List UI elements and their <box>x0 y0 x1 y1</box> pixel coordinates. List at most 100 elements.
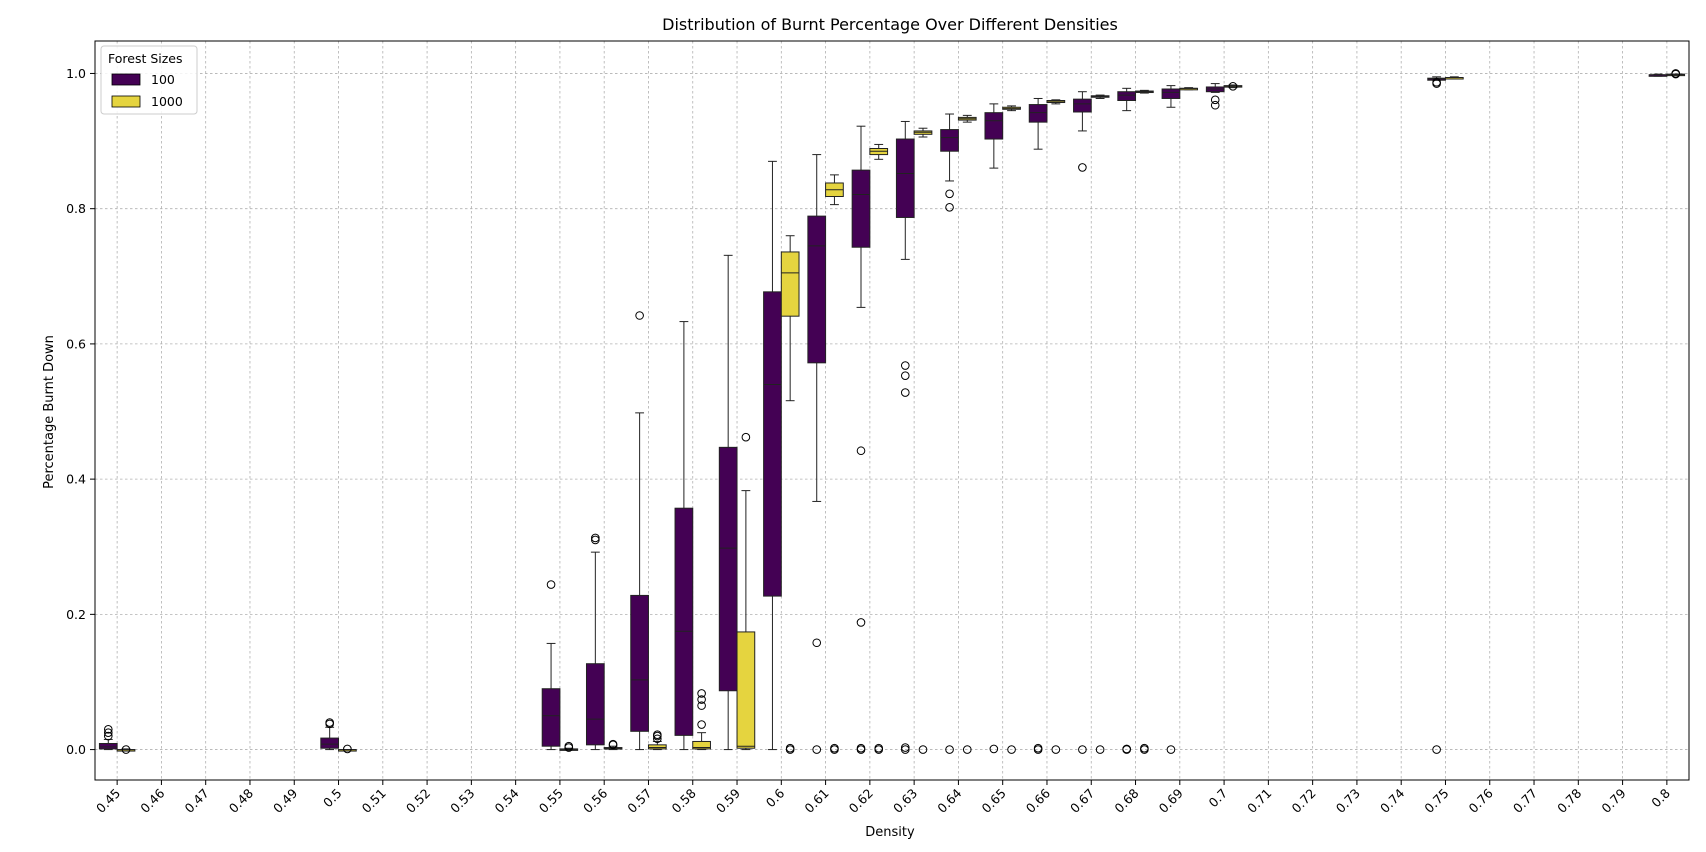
box-body <box>984 112 1004 140</box>
x-axis-label: Density <box>865 825 915 840</box>
box-body <box>98 742 118 750</box>
outlier-point <box>812 638 822 648</box>
box-100-0.66 <box>1028 97 1048 754</box>
box-1000-0.55 <box>559 741 579 752</box>
box-body <box>541 688 561 747</box>
box-1000-0.63 <box>913 127 933 754</box>
outlier-point <box>900 388 910 397</box>
box-body <box>1117 91 1137 101</box>
outlier-point <box>856 618 866 627</box>
outlier-point <box>697 720 706 729</box>
box-1000-0.45 <box>116 745 136 754</box>
box-100-0.56 <box>585 533 605 751</box>
y-tick-label: 0.2 <box>66 607 86 622</box>
box-1000-0.5 <box>338 744 357 754</box>
box-1000-0.75 <box>1444 76 1464 80</box>
box-100-0.63 <box>895 120 915 754</box>
box-1000-0.58 <box>692 689 711 751</box>
y-tick-label: 1.0 <box>66 66 86 81</box>
box-body <box>1161 88 1181 99</box>
box-100-0.8 <box>1648 73 1668 77</box>
outlier-point <box>103 731 113 741</box>
outlier-point <box>856 743 866 753</box>
x-axis-ticks: 0.45 0.46 0.47 0.48 0.49 0.5 0.51 0.52 0.53 0.54 0… <box>93 780 1673 816</box>
box-series <box>98 69 1686 754</box>
box-body <box>807 215 827 364</box>
chart-title: Distribution of Burnt Percentage Over Di… <box>662 15 1118 34</box>
outlier-point <box>874 743 884 753</box>
box-100-0.75 <box>1427 76 1446 754</box>
outlier-point <box>325 718 334 727</box>
outlier-point <box>900 371 910 380</box>
box-body <box>647 744 667 750</box>
box-1000-0.61 <box>825 174 844 754</box>
box-100-0.45 <box>98 724 118 751</box>
box-100-0.5 <box>320 718 340 751</box>
box-100-0.61 <box>807 154 827 754</box>
box-body <box>320 737 340 749</box>
y-tick-label: 0.6 <box>66 336 86 351</box>
outlier-point <box>1007 745 1016 754</box>
box-body <box>585 663 605 746</box>
box-100-0.64 <box>940 113 959 754</box>
outlier-point <box>697 701 706 710</box>
outlier-point <box>945 189 954 199</box>
box-100-0.69 <box>1161 85 1181 754</box>
outlier-point <box>591 533 600 543</box>
box-body <box>718 446 738 692</box>
outlier-point <box>812 745 822 754</box>
outlier-point <box>591 535 600 545</box>
box-1000-0.67 <box>1090 94 1110 754</box>
outlier-point <box>103 728 113 737</box>
outlier-point <box>1432 77 1441 87</box>
box-100-0.58 <box>674 321 694 751</box>
box-body <box>736 631 756 749</box>
outlier-point <box>103 724 113 734</box>
box-1000-0.64 <box>957 114 977 754</box>
box-1000-0.7 <box>1223 82 1243 91</box>
legend-swatch-100 <box>111 73 141 86</box>
outlier-point <box>900 743 910 752</box>
box-1000-0.56 <box>603 739 623 751</box>
box-1000-0.65 <box>1002 105 1021 754</box>
box-body <box>692 740 711 750</box>
outlier-point <box>1095 745 1105 754</box>
outlier-point <box>653 734 662 744</box>
outlier-point <box>900 745 910 754</box>
legend-title: Forest Sizes <box>108 51 183 66</box>
outlier-point <box>962 745 972 754</box>
outlier-point <box>830 743 839 753</box>
box-100-0.57 <box>630 311 649 751</box>
outlier-point <box>1140 743 1149 753</box>
outlier-point <box>945 203 954 212</box>
box-100-0.7 <box>1205 83 1225 110</box>
box-1000-0.62 <box>869 143 889 754</box>
outlier-point <box>1671 69 1681 78</box>
outlier-point <box>1210 100 1220 110</box>
box-body <box>780 251 800 317</box>
outlier-point <box>121 745 131 754</box>
outlier-point <box>900 361 910 370</box>
box-1000-0.69 <box>1179 87 1199 91</box>
box-1000-0.68 <box>1135 89 1154 754</box>
legend: Forest Sizes 100 1000 <box>100 45 198 115</box>
box-body <box>851 169 871 248</box>
legend-label-1000: 1000 <box>151 94 183 109</box>
box-1000-0.59 <box>736 432 756 751</box>
outlier-point <box>1078 745 1087 754</box>
y-axis-ticks: 0.0 0.2 0.4 0.6 0.8 1.0 <box>66 66 95 757</box>
outlier-point <box>608 739 618 749</box>
box-100-0.68 <box>1117 87 1137 754</box>
outlier-point <box>1078 163 1087 172</box>
outlier-point <box>653 730 662 739</box>
outlier-point <box>785 743 795 753</box>
box-1000-0.8 <box>1666 69 1686 79</box>
outlier-point <box>1432 745 1441 754</box>
outlier-point <box>989 744 999 754</box>
legend-label-100: 100 <box>151 72 175 87</box>
box-100-0.67 <box>1073 91 1092 754</box>
outlier-point <box>945 745 954 754</box>
outlier-point <box>546 580 556 589</box>
